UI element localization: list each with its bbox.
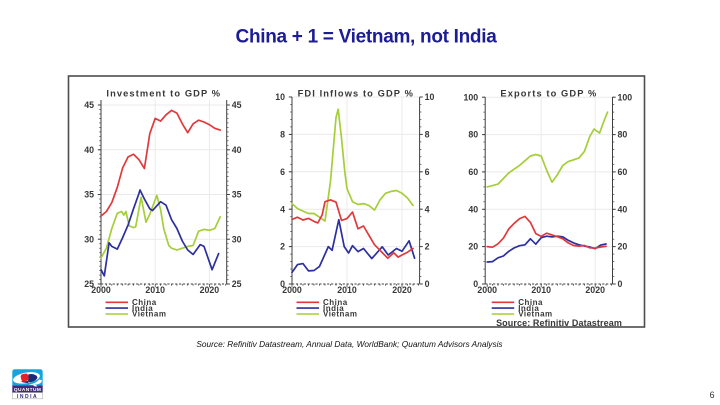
svg-text:China: China [518, 298, 543, 307]
svg-text:0: 0 [473, 279, 478, 289]
svg-text:30: 30 [232, 234, 242, 244]
svg-text:4: 4 [425, 204, 430, 214]
svg-text:100: 100 [618, 92, 633, 102]
svg-text:2010: 2010 [145, 285, 165, 295]
svg-text:25: 25 [84, 279, 94, 289]
svg-text:2000: 2000 [282, 285, 302, 295]
svg-text:2010: 2010 [531, 285, 551, 295]
svg-text:20: 20 [618, 242, 628, 252]
svg-text:2010: 2010 [337, 285, 357, 295]
svg-text:40: 40 [232, 145, 242, 155]
svg-text:80: 80 [618, 130, 628, 140]
svg-text:8: 8 [425, 130, 430, 140]
svg-text:80: 80 [468, 130, 478, 140]
svg-text:Vietnam: Vietnam [323, 310, 357, 319]
svg-text:4: 4 [280, 204, 285, 214]
svg-text:INDIA: INDIA [17, 394, 38, 400]
svg-text:35: 35 [84, 190, 94, 200]
svg-text:China: China [132, 298, 157, 307]
svg-text:35: 35 [232, 190, 242, 200]
svg-text:China + 1 = Vietnam, not India: China + 1 = Vietnam, not India [236, 27, 498, 48]
svg-text:Vietnam: Vietnam [518, 310, 552, 319]
svg-text:40: 40 [468, 204, 478, 214]
svg-text:40: 40 [618, 204, 628, 214]
svg-text:2000: 2000 [477, 285, 497, 295]
svg-text:2020: 2020 [200, 285, 220, 295]
svg-text:6: 6 [710, 390, 715, 400]
svg-text:0: 0 [618, 279, 623, 289]
svg-text:20: 20 [468, 242, 478, 252]
svg-text:100: 100 [464, 92, 479, 102]
svg-text:2020: 2020 [392, 285, 412, 295]
svg-text:2020: 2020 [585, 285, 605, 295]
svg-text:QUANTUM: QUANTUM [14, 387, 41, 393]
svg-text:45: 45 [232, 100, 242, 110]
svg-text:40: 40 [84, 145, 94, 155]
svg-text:60: 60 [468, 167, 478, 177]
svg-text:FDI Inflows to GDP %: FDI Inflows to GDP % [298, 89, 414, 99]
svg-text:India: India [518, 304, 539, 313]
svg-text:Source: Refinitiv Datastream: Source: Refinitiv Datastream [496, 318, 622, 328]
svg-text:Source: Refinitiv Datastream,: Source: Refinitiv Datastream, Annual Dat… [196, 339, 502, 349]
svg-text:0: 0 [425, 279, 430, 289]
svg-text:45: 45 [84, 100, 94, 110]
svg-text:8: 8 [280, 130, 285, 140]
svg-text:0: 0 [280, 279, 285, 289]
svg-text:6: 6 [280, 167, 285, 177]
svg-text:25: 25 [232, 279, 242, 289]
svg-text:10: 10 [425, 92, 435, 102]
svg-text:Investment to GDP %: Investment to GDP % [106, 89, 221, 99]
svg-text:10: 10 [275, 92, 285, 102]
svg-text:2: 2 [280, 242, 285, 252]
svg-text:2: 2 [425, 242, 430, 252]
svg-text:India: India [323, 304, 344, 313]
svg-text:2000: 2000 [91, 285, 111, 295]
svg-text:60: 60 [618, 167, 628, 177]
svg-text:Vietnam: Vietnam [132, 310, 166, 319]
svg-text:6: 6 [425, 167, 430, 177]
svg-text:India: India [132, 304, 153, 313]
svg-text:China: China [323, 298, 348, 307]
svg-text:30: 30 [84, 234, 94, 244]
svg-text:Exports to GDP %: Exports to GDP % [500, 89, 597, 99]
